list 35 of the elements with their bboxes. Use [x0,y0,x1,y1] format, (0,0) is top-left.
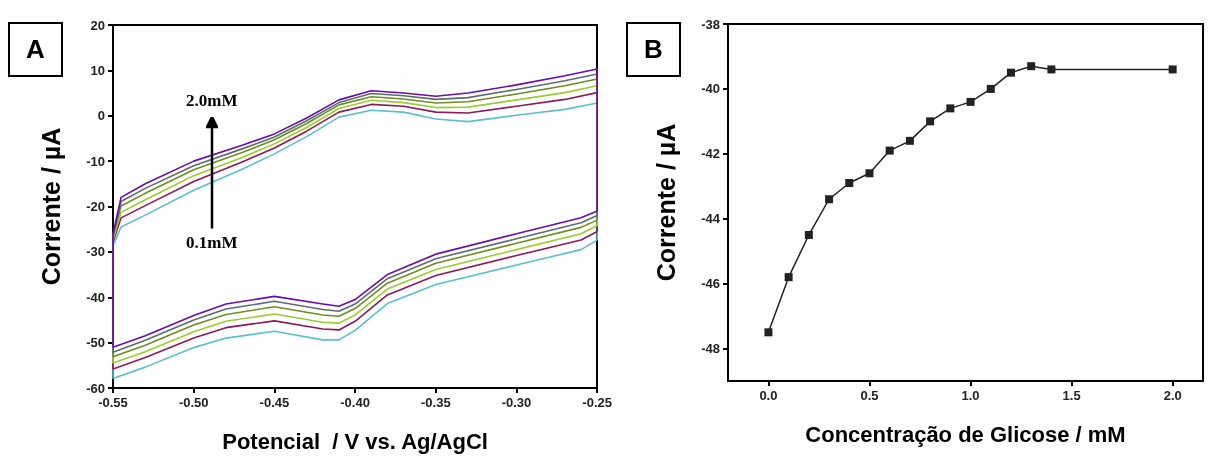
x-tick-label: 0.5 [860,388,879,403]
x-tick-label: 2.0 [1163,388,1182,403]
text: B [626,22,681,77]
annotation: 2.0mM [186,91,238,112]
y-tick-label: -42 [701,146,720,162]
x-axis-title: Potencial / V vs. Ag/AgCl [222,428,488,454]
y-tick-label: -50 [86,335,105,351]
y-tick-label: 10 [90,62,105,78]
annotation: 0.1mM [186,232,238,253]
x-tick-label: -0.35 [420,395,451,410]
y-tick-label: -20 [86,199,105,214]
y-tick-label: -40 [86,289,105,305]
y-tick-label: -38 [701,16,720,32]
x-tick-label: -0.50 [178,395,209,410]
y-tick-label: -30 [86,244,105,260]
x-tick-label: -0.45 [259,395,290,410]
y-tick-label: -48 [701,341,720,357]
x-tick-label: -0.55 [98,395,128,410]
y-axis-title: Corrente / µA [36,127,65,286]
x-tick-label: 0.0 [759,388,778,403]
x-tick-label: -0.40 [340,395,370,410]
text: A [8,22,63,77]
y-tick-label: -60 [86,380,105,396]
y-tick-label: -40 [701,81,720,97]
x-axis-title: Concentração de Glicose / mM [805,421,1126,447]
x-tick-label: 1.5 [1062,388,1081,403]
x-tick-label: -0.30 [501,395,532,410]
x-tick-label: -0.25 [582,395,612,410]
y-tick-label: -46 [701,276,720,292]
y-tick-label: 20 [90,17,105,33]
x-tick-label: 1.0 [961,388,980,403]
y-tick-label: 0 [97,108,105,124]
y-tick-label: -44 [701,211,721,227]
y-tick-label: -10 [86,153,105,169]
y-axis-title: Corrente / µA [651,123,680,282]
